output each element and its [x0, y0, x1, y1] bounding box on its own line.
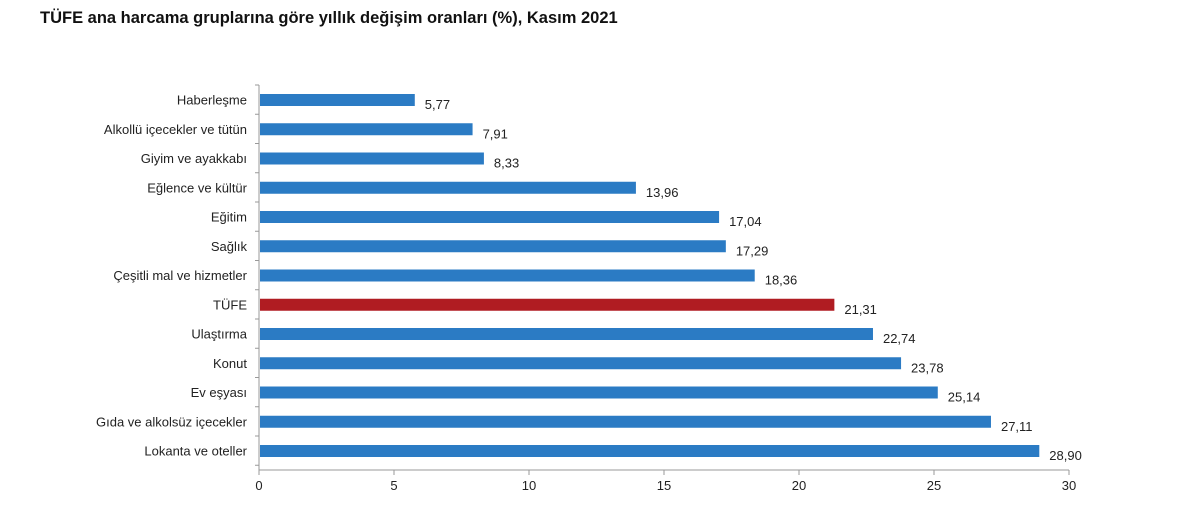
- value-label: 5,77: [425, 97, 450, 112]
- x-tick-label: 0: [255, 478, 262, 493]
- value-label: 23,78: [911, 360, 944, 375]
- x-tick-label: 15: [657, 478, 671, 493]
- category-label: Eğitim: [211, 210, 247, 225]
- x-tick-label: 5: [390, 478, 397, 493]
- value-label: 22,74: [883, 331, 916, 346]
- x-tick-label: 10: [522, 478, 536, 493]
- x-tick-label: 25: [927, 478, 941, 493]
- category-label: Ulaştırma: [191, 327, 247, 342]
- bar-haberleşme: [260, 94, 415, 106]
- bar-ulaştırma: [260, 328, 873, 340]
- category-label: Gıda ve alkolsüz içecekler: [96, 414, 248, 429]
- x-tick-label: 30: [1062, 478, 1076, 493]
- bar-lokanta-ve-oteller: [260, 445, 1040, 457]
- category-label: Sağlık: [211, 239, 248, 254]
- chart-title: TÜFE ana harcama gruplarına göre yıllık …: [40, 9, 618, 27]
- bar-ev-eşyası: [260, 386, 938, 399]
- bar-sağlık: [260, 240, 726, 253]
- value-label: 7,91: [483, 126, 508, 141]
- category-label: Ev eşyası: [191, 385, 247, 400]
- value-label: 17,04: [729, 214, 762, 229]
- bar-eğlence-ve-kültür: [260, 181, 636, 194]
- value-label: 25,14: [948, 390, 981, 405]
- bar-konut: [260, 357, 902, 370]
- category-label: Eğlence ve kültür: [147, 180, 247, 195]
- bar-tüfe: [260, 298, 835, 311]
- value-label: 28,90: [1049, 448, 1082, 463]
- category-label: Konut: [213, 356, 247, 371]
- category-label: TÜFE: [213, 297, 247, 312]
- value-label: 27,11: [1001, 419, 1033, 434]
- value-label: 21,31: [844, 302, 877, 317]
- x-tick-label: 20: [792, 478, 806, 493]
- bar-alkollü-içecekler-ve-tütün: [260, 123, 473, 136]
- category-label: Giyim ve ayakkabı: [141, 151, 247, 166]
- value-label: 8,33: [494, 156, 519, 171]
- category-label: Haberleşme: [177, 93, 247, 108]
- category-label: Çeşitli mal ve hizmetler: [113, 268, 247, 283]
- bar-çeşitli-mal-ve-hizmetler: [260, 269, 755, 282]
- value-label: 18,36: [765, 273, 798, 288]
- bar-eğitim: [260, 211, 720, 223]
- value-label: 13,96: [646, 185, 679, 200]
- category-label: Alkollü içecekler ve tütün: [104, 122, 247, 137]
- category-label: Lokanta ve oteller: [144, 444, 247, 459]
- bar-giyim-ve-ayakkabı: [260, 152, 484, 165]
- bar-gıda-ve-alkolsüz-içecekler: [260, 415, 991, 428]
- value-label: 17,29: [736, 243, 769, 258]
